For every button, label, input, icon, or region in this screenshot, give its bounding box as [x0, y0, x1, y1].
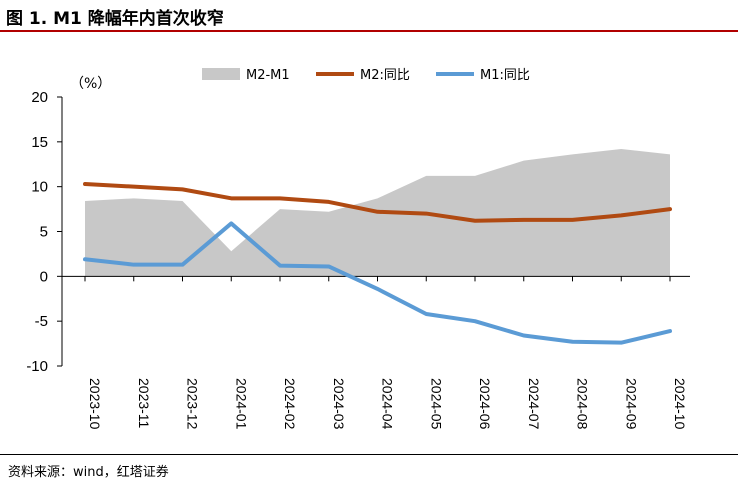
lines-layer — [83, 181, 672, 345]
figure-title: 图 1. M1 降幅年内首次收窄 — [6, 9, 224, 29]
line-chart: -10 -5 0 5 10 15 20 2023-10 2023-11 2023-12 2024-0… — [26, 68, 690, 430]
y-tick-label: 20 — [31, 89, 48, 106]
x-tick-label: 2024-06 — [477, 378, 493, 430]
x-tick-label: 2024-08 — [575, 378, 591, 430]
x-tick-label: 2023-12 — [185, 378, 201, 430]
title-rule — [0, 30, 738, 32]
legend-swatch-area — [202, 68, 240, 80]
line-series-m1-yoy — [83, 221, 672, 345]
legend-label: M1:同比 — [480, 68, 530, 83]
legend-label: M2-M1 — [246, 68, 290, 83]
y-tick-label: 0 — [40, 268, 48, 285]
y-tick-label: 15 — [31, 134, 48, 151]
legend-label: M2:同比 — [360, 68, 410, 83]
x-tick-label: 2024-01 — [233, 378, 249, 430]
x-tick-label: 2024-04 — [380, 378, 396, 430]
source-note: 资料来源：wind，红塔证券 — [8, 465, 169, 480]
x-tick-label: 2024-10 — [672, 378, 688, 430]
x-tick-label: 2024-09 — [623, 378, 639, 430]
line-series-m2-yoy — [83, 181, 672, 223]
y-tick-label: -5 — [35, 313, 48, 330]
x-tick-label: 2024-02 — [282, 378, 298, 430]
y-tick-label: 10 — [31, 179, 48, 196]
x-tick-label: 2024-03 — [331, 378, 347, 430]
axes-layer: -10 -5 0 5 10 15 20 2023-10 2023-11 2023-12 2024-0… — [26, 89, 690, 430]
footer-rule — [0, 454, 738, 455]
y-tick-label: 5 — [40, 224, 48, 241]
x-tick-label: 2024-07 — [526, 378, 542, 430]
legend: M2-M1 M2:同比 M1:同比 — [202, 68, 530, 83]
x-tick-label: 2023-10 — [87, 378, 103, 430]
x-tick-label: 2023-11 — [136, 378, 152, 429]
x-tick-label: 2024-05 — [428, 378, 444, 430]
y-axis-unit-label: （%） — [70, 76, 111, 92]
y-tick-label: -10 — [26, 358, 48, 375]
